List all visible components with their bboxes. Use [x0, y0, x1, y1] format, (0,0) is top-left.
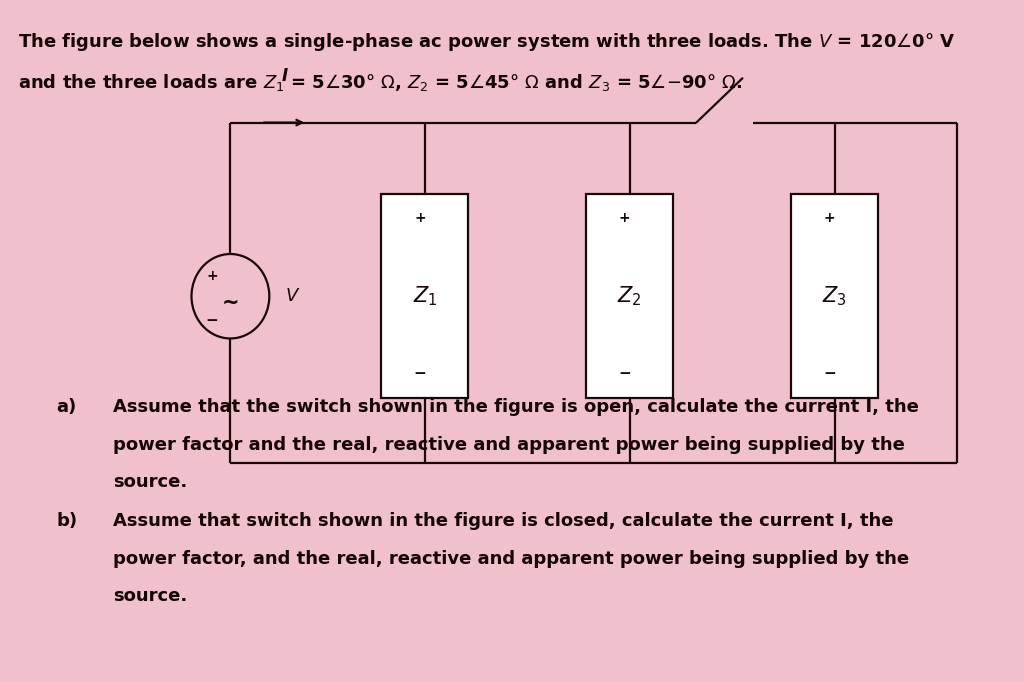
Text: $Z_3$: $Z_3$: [822, 285, 847, 308]
Text: +: +: [618, 211, 631, 225]
Text: power factor, and the real, reactive and apparent power being supplied by the: power factor, and the real, reactive and…: [113, 550, 908, 567]
Text: −: −: [823, 366, 836, 381]
Text: $Z_1$: $Z_1$: [413, 285, 437, 308]
Text: −: −: [206, 313, 218, 328]
Text: source.: source.: [113, 473, 187, 491]
Text: $Z_2$: $Z_2$: [617, 285, 642, 308]
Bar: [791, 194, 878, 398]
Text: Assume that switch shown in the figure is closed, calculate the current I, the: Assume that switch shown in the figure i…: [113, 512, 893, 530]
Text: +: +: [414, 211, 426, 225]
Text: −: −: [414, 366, 426, 381]
Bar: [586, 194, 674, 398]
Text: source.: source.: [113, 587, 187, 605]
Text: I: I: [282, 67, 288, 85]
Text: and the three loads are $Z_1$ = 5$\angle$30° $\Omega$, $Z_2$ = 5$\angle$45° $\Om: and the three loads are $Z_1$ = 5$\angle…: [18, 72, 742, 93]
Text: −: −: [618, 366, 631, 381]
Bar: [381, 194, 469, 398]
Text: Assume that the switch shown in the figure is open, calculate the current I, the: Assume that the switch shown in the figu…: [113, 398, 919, 416]
Text: $V$: $V$: [285, 287, 300, 305]
Text: a): a): [56, 398, 77, 416]
Text: power factor and the real, reactive and apparent power being supplied by the: power factor and the real, reactive and …: [113, 436, 904, 454]
Text: The figure below shows a single-phase ac power system with three loads. The $V$ : The figure below shows a single-phase ac…: [18, 31, 956, 52]
Text: +: +: [206, 269, 218, 283]
Text: ~: ~: [221, 293, 240, 313]
Text: b): b): [56, 512, 78, 530]
Text: +: +: [823, 211, 836, 225]
